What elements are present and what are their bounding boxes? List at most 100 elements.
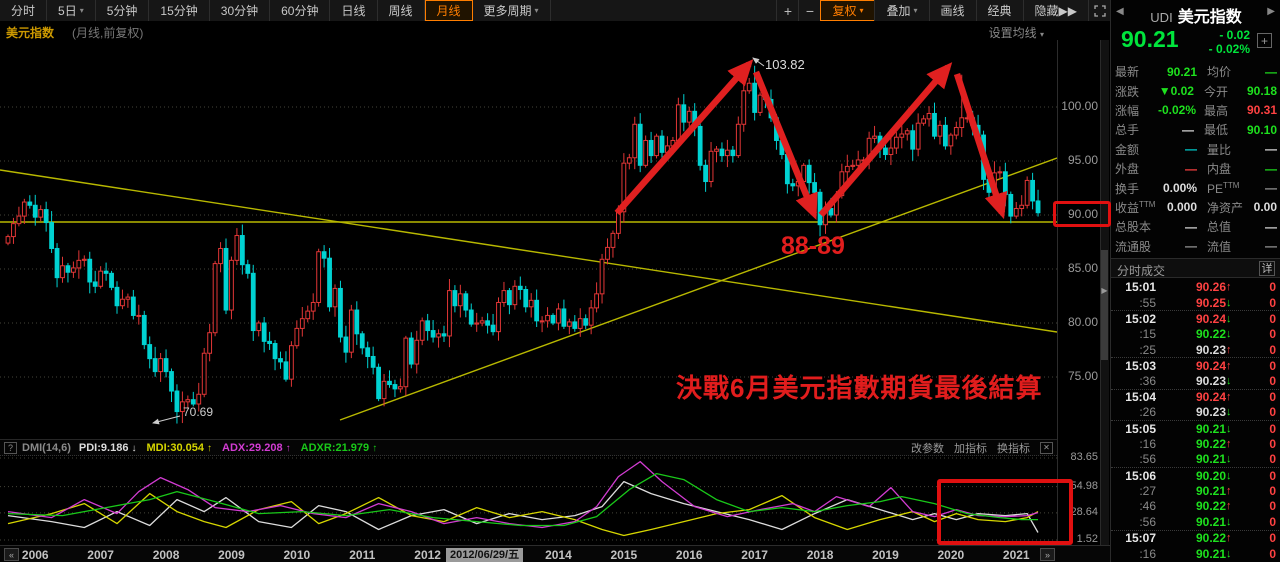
period-button-月线[interactable]: 月线 [424,0,473,21]
tape-row[interactable]: :56 90.21 ↓ 0 [1111,452,1280,468]
dmi-indicator-header: ? DMI(14,6) PDI:9.186 ↓ MDI:30.054 ↑ ADX:2… [0,440,1057,456]
tape-time: :15 [1139,326,1156,341]
tool-button-复权[interactable]: 复权 ▾ [820,0,875,21]
year-label-2017: 2017 [741,548,768,562]
tape-volume: 0 [1269,373,1276,388]
period-button-30分钟[interactable]: 30分钟 [210,0,271,21]
indicator-help-icon[interactable]: ? [4,441,17,454]
period-button-分时[interactable]: 分时 [0,0,48,21]
tape-row[interactable]: :26 90.23 ↓ 0 [1111,405,1280,421]
chart-tools-group: + − 复权 ▾ 叠加 ▾ 画线 经典 隐藏▶▶ [776,0,1110,21]
tape-row[interactable]: :16 90.22 ↑ 0 [1111,436,1280,452]
quote-label: 流通股 [1115,239,1152,254]
tape-row[interactable]: :27 90.21 ↑ 0 [1111,483,1280,499]
right-buttons-group: 复权 ▾ 叠加 ▾ 画线 经典 隐藏▶▶ [820,0,1088,21]
tape-row[interactable]: :36 90.23 ↓ 0 [1111,373,1280,389]
quote-value: — [1265,142,1277,157]
tape-row[interactable]: 15:07 90.22 ↑ 0 [1111,530,1280,546]
quote-value: -0.02% [1157,103,1197,118]
main-candlestick-chart[interactable] [0,40,1057,440]
up-arrow-icon: ↑ [1226,500,1232,513]
close-indicator-icon[interactable]: ✕ [1040,441,1053,454]
add-to-watchlist-button[interactable]: + [1257,33,1272,48]
dmi-axis-label: 83.65 [1070,451,1098,463]
next-symbol-arrow[interactable]: ▶ [1267,6,1275,17]
year-label-2019: 2019 [872,548,899,562]
tape-row[interactable]: :15 90.22 ↓ 0 [1111,326,1280,342]
time-axis: « 20062007200820092010201120122013201420… [0,545,1110,562]
down-arrow-icon: ↓ [1226,453,1232,466]
up-arrow-icon: ↑ [1226,484,1232,497]
dmi-line-adxr [7,472,1038,527]
period-button-更多周期[interactable]: 更多周期 ▾ [473,0,551,21]
add-indicator-button[interactable]: 加指标 [954,442,987,455]
zoom-out-button[interactable]: − [798,0,820,21]
price-level-highlight-box [1053,201,1111,227]
switch-indicator-button[interactable]: 换指标 [997,442,1030,455]
quote-label: 流值 [1207,239,1232,254]
zoom-in-button[interactable]: + [776,0,798,21]
tape-row[interactable]: 15:05 90.21 ↓ 0 [1111,420,1280,436]
tape-time: 15:06 [1125,468,1156,483]
tool-button-隐藏[interactable]: 隐藏▶▶ [1022,0,1088,21]
pane-divider [0,439,1057,440]
tape-row[interactable]: 15:06 90.20 ↓ 0 [1111,467,1280,483]
tape-row[interactable]: 15:03 90.24 ↑ 0 [1111,357,1280,373]
quote-value: — [1265,161,1277,176]
tape-volume: 0 [1269,421,1276,436]
tape-row[interactable]: :25 90.23 ↑ 0 [1111,342,1280,358]
year-label-2010: 2010 [283,548,311,562]
tape-row[interactable]: :16 90.21 ↓ 0 [1111,546,1280,562]
collapse-panel-arrow-icon[interactable]: ▶ [1101,286,1108,295]
quote-value: — [1185,239,1197,254]
quote-value: — [1185,161,1197,176]
tape-time: :16 [1139,546,1156,561]
down-arrow-icon: ↓ [1226,374,1232,387]
tape-row[interactable]: :56 90.21 ↓ 0 [1111,514,1280,530]
tape-row[interactable]: 15:04 90.24 ↑ 0 [1111,388,1280,405]
tape-price: 90.22 [1195,326,1226,341]
period-button-5分钟[interactable]: 5分钟 [96,0,150,21]
period-button-周线[interactable]: 周线 [378,0,425,21]
quote-label: 涨跌 [1115,84,1140,99]
quote-value: — [1181,122,1194,137]
tape-time: 15:02 [1125,311,1156,326]
tape-row[interactable]: :46 90.22 ↑ 0 [1111,499,1280,515]
tape-detail-button[interactable]: 详 [1259,261,1275,276]
scrollbar-thumb[interactable] [1101,250,1108,360]
tape-row[interactable]: 15:02 90.24 ↓ 0 [1111,310,1280,326]
dmi-indicator-chart[interactable] [0,456,1057,545]
prev-symbol-arrow[interactable]: ◀ [1116,6,1124,17]
period-toolbar: 分时 5日 ▾ 5分钟 15分钟 30分钟 60分钟 日线 周线 月线 更多周期 ▾ + − 复权 ▾ 叠… [0,0,1110,22]
tape-time: 15:07 [1125,531,1156,546]
change-params-button[interactable]: 改参数 [911,442,944,455]
tape-row[interactable]: 15:01 90.26 ↑ 0 [1111,279,1280,295]
down-arrow-icon: ↓ [1226,327,1232,340]
tool-button-经典[interactable]: 经典 [975,0,1023,21]
tool-button-画线[interactable]: 画线 [928,0,976,21]
quote-value: 90.21 [1166,64,1197,79]
price-axis-label: 85.00 [1067,261,1098,275]
period-button-60分钟[interactable]: 60分钟 [270,0,331,21]
ma-settings-button[interactable]: 设置均线 ▾ [988,26,1044,40]
trendlines-group [0,157,1057,421]
up-arrow-icon: ↑ [1226,359,1232,372]
drawn-arrows-group [614,59,1008,221]
period-button-15分钟[interactable]: 15分钟 [149,0,210,21]
price-axis-label: 100.00 [1061,99,1098,113]
period-button-5日[interactable]: 5日 ▾ [47,0,96,21]
fullscreen-icon[interactable] [1088,0,1110,21]
tape-price: 90.22 [1195,436,1226,451]
year-label-2020: 2020 [937,548,965,562]
tool-button-叠加[interactable]: 叠加 ▾ [874,0,928,21]
period-button-日线[interactable]: 日线 [330,0,378,21]
scroll-right-button[interactable]: » [1040,548,1055,561]
tape-row[interactable]: :55 90.25 ↓ 0 [1111,295,1280,311]
quote-label: 最新 [1115,65,1140,80]
scroll-left-button[interactable]: « [4,548,19,561]
chart-subtitle: (月线,前复权) [72,26,144,40]
quote-row: 收益TTM 0.000 净资产 0.00 [1115,198,1277,217]
down-arrow-icon: ↓ [1226,406,1232,419]
quote-label: 内盘 [1207,162,1232,177]
chart-title-row: 美元指数 (月线,前复权) 设置均线 ▾ [0,22,1110,40]
